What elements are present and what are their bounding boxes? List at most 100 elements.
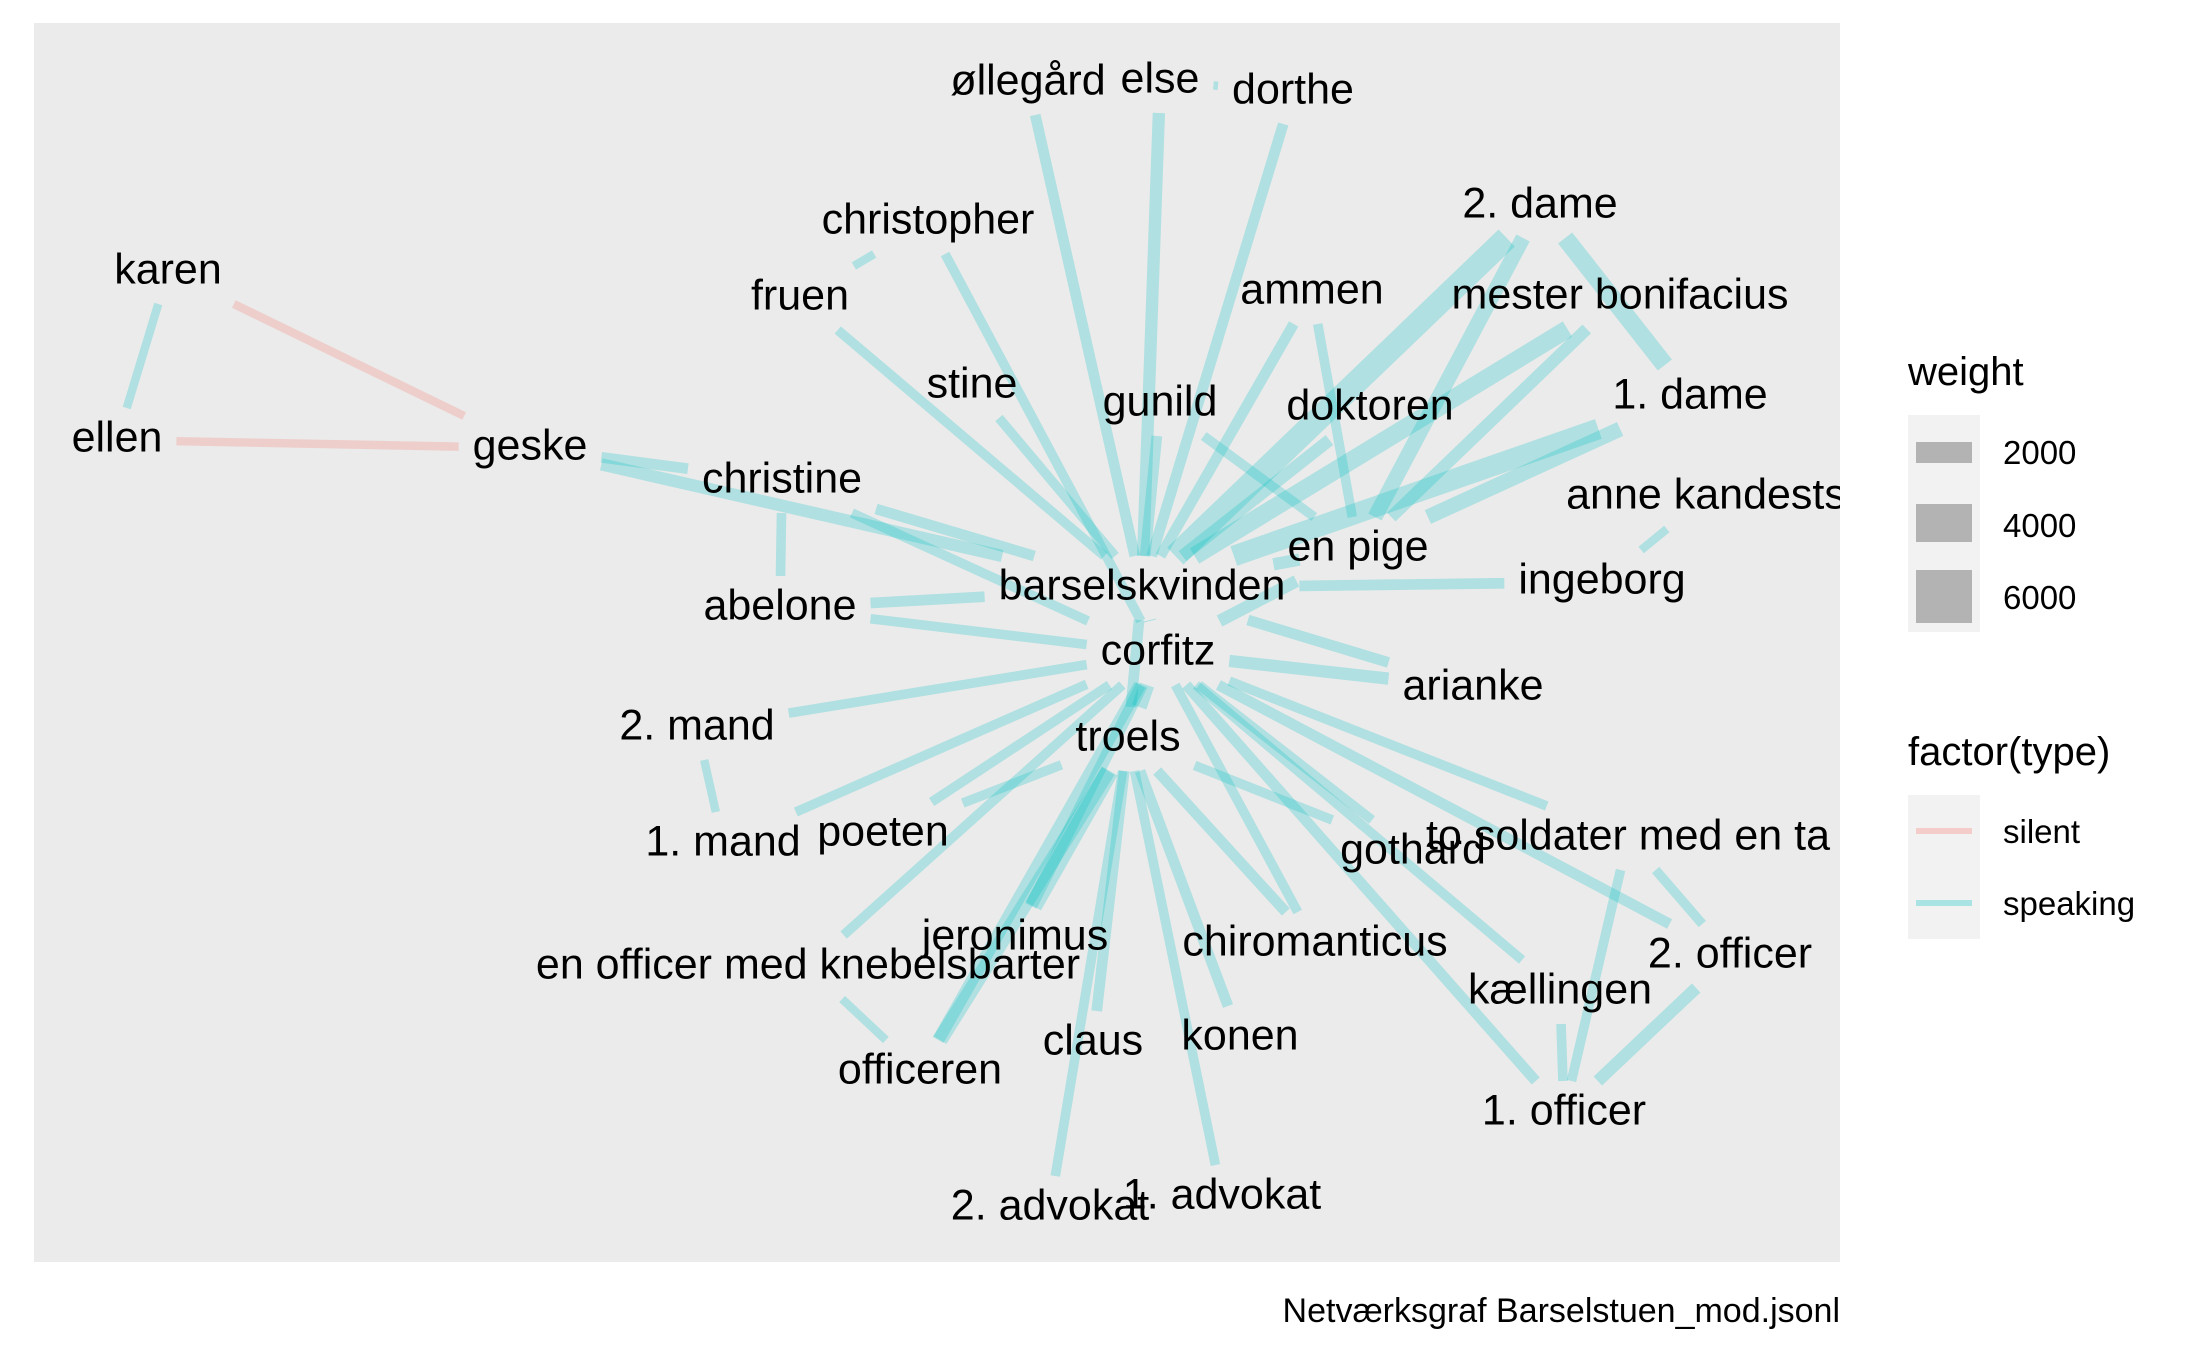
edge-dame2-barselskvinden <box>1167 229 1515 565</box>
node-label-abelone: abelone <box>703 581 856 629</box>
edge-barselskvinden-arianke <box>1246 614 1391 668</box>
edge-layer <box>122 81 1706 1177</box>
node-label-bonifacius: mester bonifacius <box>1452 270 1789 318</box>
node-label-jeronimus: jeronimus <box>920 911 1108 959</box>
edge-bonifacius-enpige <box>1387 324 1591 522</box>
edge-corfitz-enofficer <box>840 681 1126 939</box>
edge-geske-christine <box>600 452 689 474</box>
node-label-tosoldater: to soldater med en ta <box>1426 811 1830 859</box>
plot-caption: Netværksgraf Barselstuen_mod.jsonl <box>1283 1292 1840 1330</box>
node-label-arianke: arianke <box>1402 661 1543 709</box>
edge-bonifacius-barselskvinden <box>1189 321 1573 564</box>
legend-weight-label-1: 2000 <box>2003 434 2076 471</box>
legend-weight-label-3: 6000 <box>2003 579 2076 616</box>
edge-kaellingen-officer1 <box>1556 1023 1568 1082</box>
node-label-corfitz: corfitz <box>1101 626 1216 674</box>
node-label-ollegard: øllegård <box>950 56 1105 104</box>
node-label-barselskvinden: barselskvinden <box>999 561 1286 609</box>
legend-weight-key-large <box>1916 570 1972 623</box>
edge-fruen-barselskvinden <box>834 326 1108 560</box>
node-label-kaellingen: kællingen <box>1468 965 1652 1013</box>
node-label-claus: claus <box>1043 1016 1143 1064</box>
node-label-chiromanticus: chiromanticus <box>1182 917 1447 965</box>
node-label-mand2: 2. mand <box>619 701 774 749</box>
edge-dame2-enpige <box>1368 234 1530 521</box>
edge-ammen-enpige <box>1313 323 1357 518</box>
node-label-konen: konen <box>1181 1011 1298 1059</box>
edge-corfitz-poeten <box>928 680 1113 807</box>
node-label-karen: karen <box>114 245 222 293</box>
edge-annekandest-ingeborg <box>1638 525 1670 554</box>
node-label-officer1: 1. officer <box>1482 1086 1646 1134</box>
edge-tosoldater-officer2 <box>1652 866 1706 928</box>
node-label-stine: stine <box>927 359 1018 407</box>
edge-gunild-barselskvinden <box>1139 435 1163 557</box>
edge-corfitz-tosoldater <box>1227 676 1549 811</box>
node-label-officer2: 2. officer <box>1648 929 1812 977</box>
edge-barselskvinden-enpige <box>1272 553 1301 571</box>
legend-type-key-bg <box>1908 795 1980 939</box>
edge-dame1-enpige <box>1424 422 1624 524</box>
node-label-else: else <box>1121 54 1200 102</box>
edge-corfitz-enpige <box>1216 575 1300 627</box>
node-label-christopher: christopher <box>822 195 1035 243</box>
edge-ammen-barselskvinden <box>1155 321 1299 559</box>
edge-corfitz-jeronimus <box>1025 682 1148 909</box>
edge-ollegard-barselskvinden <box>1030 113 1140 558</box>
legend-type-label-speaking: speaking <box>2003 885 2135 922</box>
edge-troels-chiromanticus <box>1153 767 1290 916</box>
node-label-gothard: gothard <box>1340 825 1486 873</box>
node-label-officeren: officeren <box>838 1045 1002 1093</box>
edge-mand2-mand1 <box>700 759 720 813</box>
legend-weight-key-medium <box>1916 504 1972 542</box>
node-label-troels: troels <box>1075 712 1180 760</box>
edge-dame2-dame1 <box>1558 232 1672 371</box>
edge-ellen-geske <box>176 436 459 451</box>
edge-barselskvinden-troels <box>1125 619 1145 708</box>
legend-type-title: factor(type) <box>1908 730 2110 774</box>
legend-weight-key-small <box>1916 442 1972 463</box>
node-label-ellen: ellen <box>72 413 163 461</box>
edge-enofficer-officeren <box>839 995 889 1044</box>
edge-tosoldater-officer1 <box>1566 868 1626 1083</box>
edge-corfitz-officeren <box>932 681 1146 1044</box>
edge-abelone-barselskvinden <box>870 591 985 609</box>
edge-corfitz-gothard <box>1196 681 1375 824</box>
edge-corfitz-arianke <box>1228 654 1390 685</box>
edge-barselskvinden-ingeborg <box>1299 577 1505 592</box>
edge-corfitz-officer2 <box>1215 680 1673 929</box>
node-label-christine: christine <box>702 454 862 502</box>
plot-panel <box>34 23 1840 1262</box>
edge-troels-officeren <box>933 767 1115 1044</box>
edge-corfitz-mand2 <box>787 659 1088 718</box>
edge-karen-ellen <box>122 302 163 410</box>
edge-christine-corfitz <box>849 508 1091 626</box>
node-label-ingeborg: ingeborg <box>1518 555 1685 603</box>
node-label-gunild: gunild <box>1103 377 1218 425</box>
edge-corfitz-officer1 <box>1182 681 1540 1085</box>
node-label-doktoren: doktoren <box>1286 381 1453 429</box>
node-label-enofficer: en officer med knebelsbarter <box>536 940 1080 988</box>
node-label-dorthe: dorthe <box>1232 65 1354 113</box>
edge-christopher-fruen <box>851 250 877 270</box>
legend-type: factor(type) silent speaking <box>1908 730 2135 939</box>
edge-doktoren-barselskvinden <box>1178 435 1334 561</box>
edge-troels-poeten <box>961 760 1064 808</box>
node-label-mand1: 1. mand <box>645 817 800 865</box>
node-label-dame2: 2. dame <box>1462 179 1617 227</box>
node-label-advokat1: 1. advokat <box>1123 1170 1321 1218</box>
edge-christopher-corfitz <box>940 251 1146 624</box>
edge-christine-abelone <box>775 512 787 577</box>
legend-weight-label-2: 4000 <box>2003 507 2076 544</box>
node-label-advokat2: 2. advokat <box>951 1181 1149 1229</box>
node-label-poeten: poeten <box>817 807 949 855</box>
edge-corfitz-troels <box>1132 682 1154 710</box>
edge-corfitz-kaellingen <box>1192 681 1526 964</box>
edge-else-barselskvinden <box>1136 112 1166 557</box>
edge-troels-gothard <box>1192 760 1335 825</box>
node-label-dame1: 1. dame <box>1612 370 1767 418</box>
node-label-ammen: ammen <box>1240 265 1383 313</box>
legend-weight: weight 2000 4000 6000 <box>1907 350 2076 632</box>
edge-dorthe-barselskvinden <box>1146 122 1289 558</box>
